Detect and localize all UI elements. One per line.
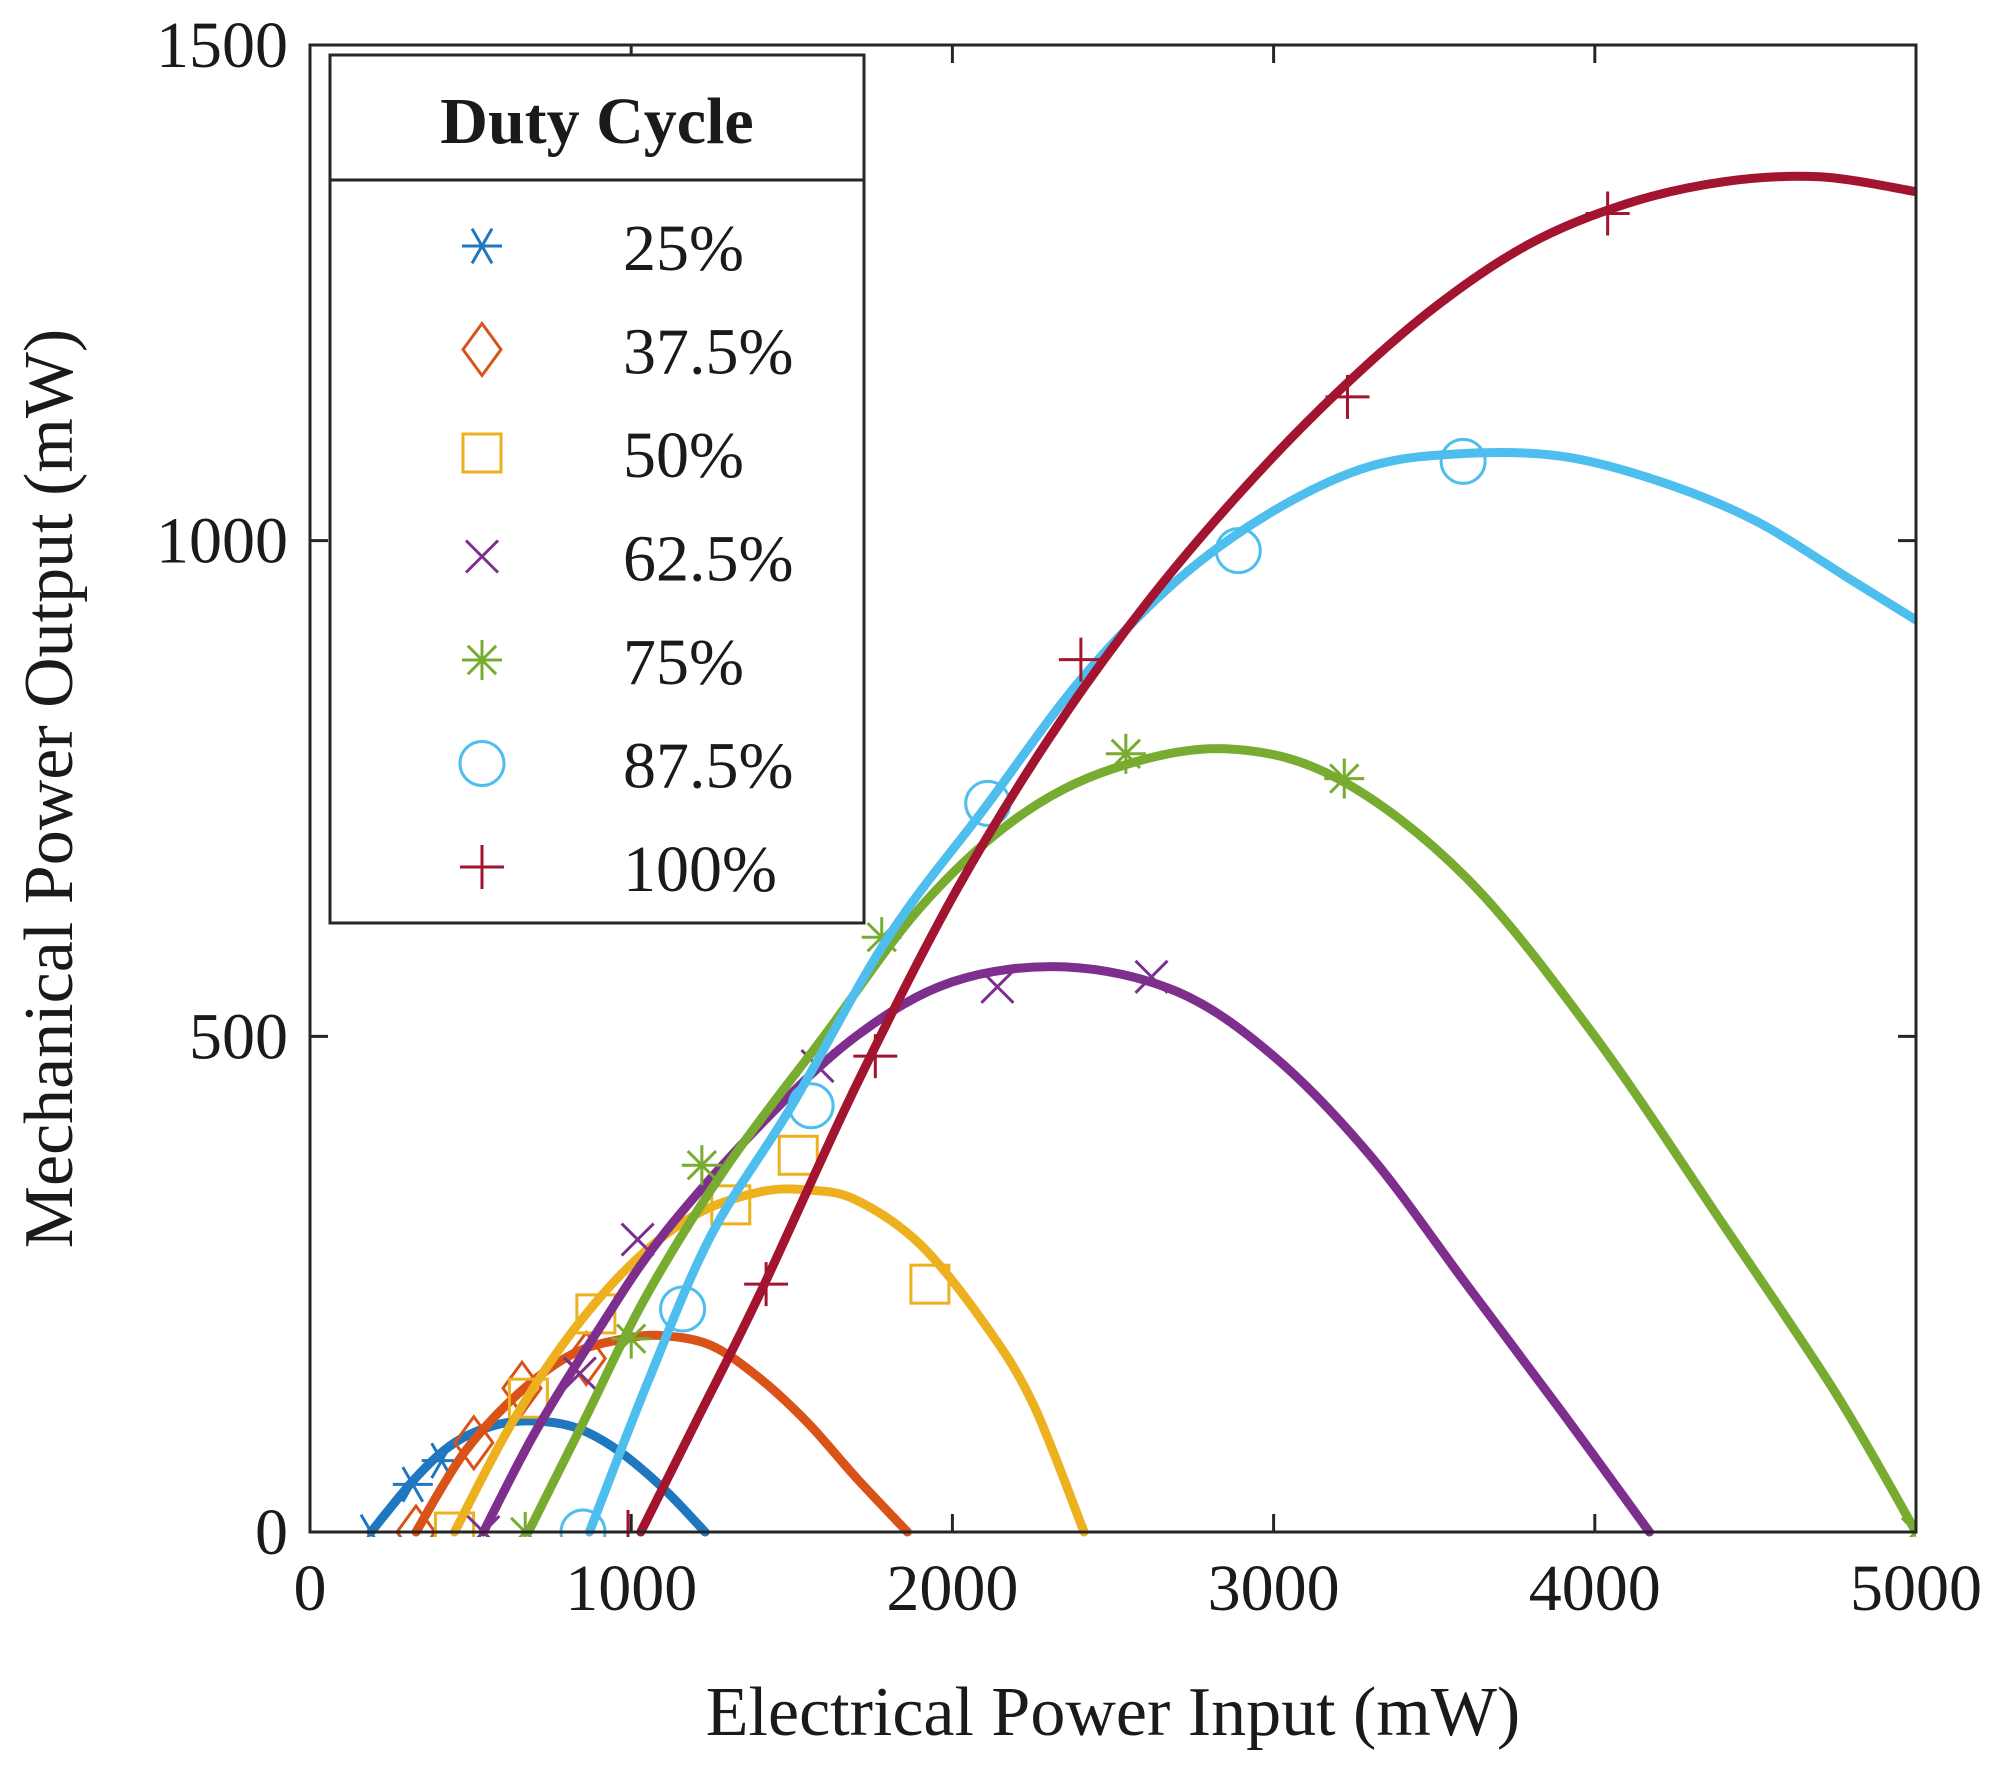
y-axis-title: Mechanical Power Output (mW): [11, 329, 88, 1248]
legend-marker: [461, 320, 503, 379]
series-fit-line: [636, 171, 1916, 1537]
data-point: [395, 1503, 437, 1537]
legend-label: 25%: [623, 212, 744, 285]
legend-title: Duty Cycle: [440, 85, 753, 158]
data-point: [744, 1262, 789, 1307]
legend-item: 37.5%: [461, 316, 793, 389]
series-fit-line: [478, 962, 1654, 1537]
legend-label: 75%: [623, 626, 744, 699]
legend-items: 25% 37.5% 50% 62.5% 75% 87.5% 100%: [458, 212, 793, 906]
data-point: [1324, 758, 1365, 799]
legend-marker: [460, 845, 504, 889]
series-2: [434, 1134, 1089, 1537]
data-point: [681, 1145, 722, 1186]
ticks-layer: 0 1000 2000 3000 4000 5000 0 500 1000 1500: [156, 9, 1982, 1625]
data-point: [1439, 437, 1487, 485]
data-point: [620, 1222, 655, 1257]
series-fit-line: [366, 1416, 710, 1537]
legend-marker: [462, 227, 502, 265]
legend: Duty Cycle 25% 37.5% 50% 62.5% 75% 87.5% 100%: [328, 53, 866, 925]
legend-item: 87.5%: [458, 730, 793, 803]
data-point: [1105, 733, 1146, 774]
data-point: [392, 1466, 433, 1503]
data-point: [787, 1082, 835, 1130]
legend-marker: [458, 740, 506, 787]
legend-item: 25%: [462, 212, 744, 285]
legend-label: 100%: [623, 833, 777, 906]
legend-label: 50%: [623, 419, 744, 492]
data-point: [909, 1263, 951, 1305]
legend-label: 62.5%: [623, 523, 793, 596]
data-point: [861, 917, 902, 958]
series-0: [351, 1416, 710, 1537]
data-point: [1214, 527, 1262, 575]
x-tick-label: 1000: [565, 1552, 697, 1625]
data-point: [565, 1329, 608, 1388]
data-point: [1134, 959, 1169, 994]
legend-marker: [461, 432, 503, 474]
x-tick-label: 5000: [1850, 1552, 1982, 1625]
data-point: [710, 1184, 752, 1226]
data-point: [611, 1318, 652, 1359]
y-tick-label: 500: [189, 1000, 288, 1073]
plot-layer: [351, 171, 1916, 1537]
series-fit-line: [584, 447, 1916, 1537]
legend-item: 100%: [460, 833, 777, 906]
data-point: [1058, 637, 1103, 682]
data-point: [1325, 374, 1370, 419]
x-tick-label: 0: [294, 1552, 327, 1625]
y-tick-label: 1000: [156, 505, 288, 578]
x-tick-label: 3000: [1208, 1552, 1340, 1625]
legend-marker: [462, 640, 502, 680]
legend-marker: [464, 539, 500, 574]
legend-label: 37.5%: [623, 316, 793, 389]
data-point: [1585, 191, 1630, 236]
x-tick-label: 4000: [1529, 1552, 1661, 1625]
data-point: [452, 1414, 495, 1472]
legend-item: 75%: [462, 626, 744, 699]
plot-frame: [308, 43, 1918, 1534]
data-point: [853, 1034, 898, 1079]
y-tick-label: 0: [255, 1496, 288, 1569]
data-point: [659, 1285, 707, 1333]
x-axis-title: Electrical Power Input (mW): [706, 1674, 1520, 1751]
legend-box: [328, 53, 866, 925]
series-fit-line: [450, 1184, 1089, 1537]
data-point: [562, 1356, 597, 1391]
x-tick-label: 2000: [886, 1552, 1018, 1625]
y-tick-label: 1500: [156, 9, 288, 82]
legend-item: 62.5%: [464, 523, 793, 596]
series-fit-line: [523, 744, 1916, 1537]
data-point: [507, 1377, 549, 1419]
data-point: [777, 1134, 819, 1176]
legend-label: 87.5%: [623, 730, 793, 803]
legend-item: 50%: [461, 419, 744, 492]
data-point: [980, 969, 1015, 1004]
